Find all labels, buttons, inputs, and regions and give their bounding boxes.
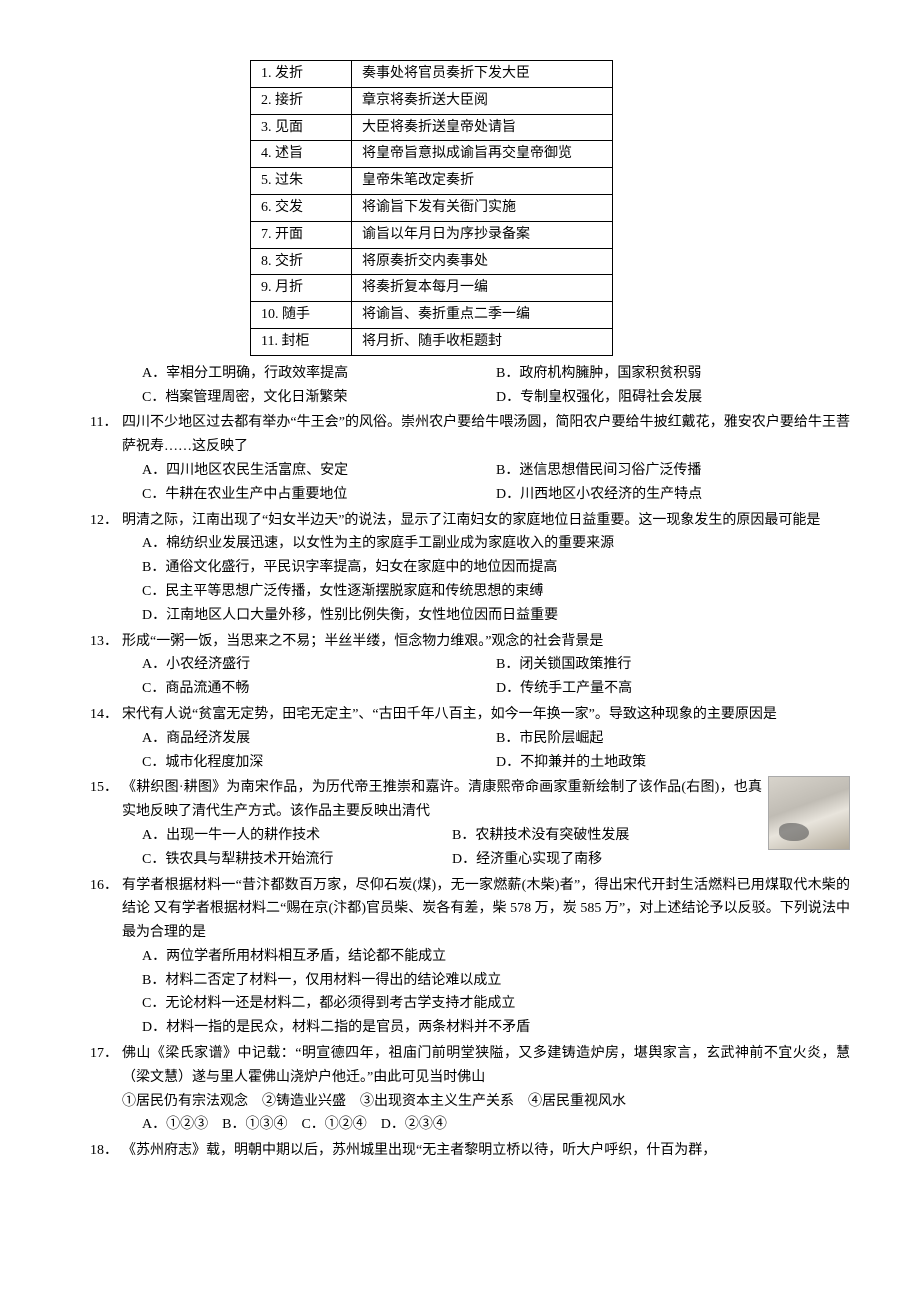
q16-opt-c: C．无论材料一还是材料二，都必须得到考古学支持才能成立 [142, 992, 850, 1016]
q17-stem: 佛山《梁氏家谱》中记载：“明宣德四年，祖庙门前明堂狭隘，又多建铸造炉房，堪舆家言… [122, 1046, 850, 1085]
question-13: 13． 形成“一粥一饭，当思来之不易；半丝半缕，恒念物力维艰。”观念的社会背景是… [90, 630, 850, 701]
question-14: 14． 宋代有人说“贫富无定势，田宅无定主”、“古田千年八百主，如今一年换一家”… [90, 703, 850, 774]
table-cell-desc: 将月折、随手收柜题封 [352, 328, 613, 355]
q12-opt-d: D．江南地区人口大量外移，性别比例失衡，女性地位因而日益重要 [142, 604, 850, 628]
table-cell-step: 9. 月折 [251, 275, 352, 302]
q17-options: A．①②③ B．①③④ C．①②④ D．②③④ [90, 1113, 850, 1137]
q15-opt-b: B．农耕技术没有突破性发展 [452, 824, 762, 848]
q16-opt-d: D．材料一指的是民众，材料二指的是官员，两条材料并不矛盾 [142, 1016, 850, 1040]
q16-number: 16． [90, 874, 122, 945]
q17-number: 17． [90, 1042, 122, 1113]
q10-opt-c: C．档案管理周密，文化日渐繁荣 [142, 386, 496, 410]
q16-opt-a: A．两位学者所用材料相互矛盾，结论都不能成立 [142, 945, 850, 969]
table-cell-step: 1. 发折 [251, 61, 352, 88]
q13-opt-d: D．传统手工产量不高 [496, 677, 850, 701]
procedures-table: 1. 发折奏事处将官员奏折下发大臣2. 接折章京将奏折送大臣阅3. 见面大臣将奏… [250, 60, 613, 356]
table-cell-desc: 大臣将奏折送皇帝处请旨 [352, 114, 613, 141]
question-12: 12． 明清之际，江南出现了“妇女半边天”的说法，显示了江南妇女的家庭地位日益重… [90, 509, 850, 628]
table-row: 11. 封柜将月折、随手收柜题封 [251, 328, 613, 355]
q14-opt-a: A．商品经济发展 [142, 727, 496, 751]
q15-stem: 《耕织图·耕图》为南宋作品，为历代帝王推崇和嘉许。清康熙帝命画家重新绘制了该作品… [122, 776, 762, 824]
table-row: 6. 交发将谕旨下发有关衙门实施 [251, 194, 613, 221]
q15-opt-c: C．铁农具与犁耕技术开始流行 [142, 848, 452, 872]
table-cell-desc: 将谕旨下发有关衙门实施 [352, 194, 613, 221]
q10-opt-a: A．宰相分工明确，行政效率提高 [142, 362, 496, 386]
q12-opt-a: A．棉纺织业发展迅速，以女性为主的家庭手工副业成为家庭收入的重要来源 [142, 532, 850, 556]
q13-opt-b: B．闭关锁国政策推行 [496, 653, 850, 677]
q14-number: 14． [90, 703, 122, 727]
q18-stem: 《苏州府志》载，明朝中期以后，苏州城里出现“无主者黎明立桥以待，听大户呼织，什百… [122, 1139, 850, 1163]
question-18: 18． 《苏州府志》载，明朝中期以后，苏州城里出现“无主者黎明立桥以待，听大户呼… [90, 1139, 850, 1163]
q11-number: 11． [90, 411, 122, 459]
q13-number: 13． [90, 630, 122, 654]
q16-opt-b: B．材料二否定了材料一，仅用材料一得出的结论难以成立 [142, 969, 850, 993]
q14-opt-c: C．城市化程度加深 [142, 751, 496, 775]
q14-stem: 宋代有人说“贫富无定势，田宅无定主”、“古田千年八百主，如今一年换一家”。导致这… [122, 703, 850, 727]
table-cell-desc: 皇帝朱笔改定奏折 [352, 168, 613, 195]
table-cell-desc: 将奏折复本每月一编 [352, 275, 613, 302]
q10-opt-b: B．政府机构臃肿，国家积贫积弱 [496, 362, 850, 386]
question-15: 15． 《耕织图·耕图》为南宋作品，为历代帝王推崇和嘉许。清康熙帝命画家重新绘制… [90, 776, 850, 871]
q11-opt-b: B．迷信思想借民间习俗广泛传播 [496, 459, 850, 483]
table-cell-desc: 章京将奏折送大臣阅 [352, 87, 613, 114]
table-cell-step: 6. 交发 [251, 194, 352, 221]
q13-opt-a: A．小农经济盛行 [142, 653, 496, 677]
table-cell-step: 10. 随手 [251, 302, 352, 329]
table-row: 10. 随手将谕旨、奏折重点二季一编 [251, 302, 613, 329]
table-row: 7. 开面谕旨以年月日为序抄录备案 [251, 221, 613, 248]
q11-opt-a: A．四川地区农民生活富庶、安定 [142, 459, 496, 483]
q14-opt-d: D．不抑兼并的土地政策 [496, 751, 850, 775]
question-16: 16． 有学者根据材料一“昔汴都数百万家，尽仰石炭(煤)，无一家燃薪(木柴)者”… [90, 874, 850, 1041]
q15-opt-a: A．出现一牛一人的耕作技术 [142, 824, 452, 848]
table-cell-step: 11. 封柜 [251, 328, 352, 355]
q17-circles: ①居民仍有宗法观念 ②铸造业兴盛 ③出现资本主义生产关系 ④居民重视风水 [122, 1094, 626, 1109]
table-cell-step: 2. 接折 [251, 87, 352, 114]
table-row: 5. 过朱皇帝朱笔改定奏折 [251, 168, 613, 195]
table-row: 2. 接折章京将奏折送大臣阅 [251, 87, 613, 114]
table-row: 8. 交折将原奏折交内奏事处 [251, 248, 613, 275]
table-row: 9. 月折将奏折复本每月一编 [251, 275, 613, 302]
q14-opt-b: B．市民阶层崛起 [496, 727, 850, 751]
q16-stem: 有学者根据材料一“昔汴都数百万家，尽仰石炭(煤)，无一家燃薪(木柴)者”，得出宋… [122, 874, 850, 945]
q15-number: 15． [90, 776, 122, 824]
table-cell-step: 8. 交折 [251, 248, 352, 275]
plowing-image [768, 776, 850, 850]
table-row: 3. 见面大臣将奏折送皇帝处请旨 [251, 114, 613, 141]
q18-number: 18． [90, 1139, 122, 1163]
table-cell-step: 4. 述旨 [251, 141, 352, 168]
question-17: 17． 佛山《梁氏家谱》中记载：“明宣德四年，祖庙门前明堂狭隘，又多建铸造炉房，… [90, 1042, 850, 1137]
q11-stem: 四川不少地区过去都有举办“牛王会”的风俗。崇州农户要给牛喂汤圆，简阳农户要给牛披… [122, 411, 850, 459]
table-cell-desc: 将皇帝旨意拟成谕旨再交皇帝御览 [352, 141, 613, 168]
table-row: 4. 述旨将皇帝旨意拟成谕旨再交皇帝御览 [251, 141, 613, 168]
q12-number: 12． [90, 509, 122, 533]
table-cell-desc: 奏事处将官员奏折下发大臣 [352, 61, 613, 88]
q13-opt-c: C．商品流通不畅 [142, 677, 496, 701]
table-cell-desc: 将谕旨、奏折重点二季一编 [352, 302, 613, 329]
q15-opt-d: D．经济重心实现了南移 [452, 848, 762, 872]
table-cell-step: 5. 过朱 [251, 168, 352, 195]
q10-opt-d: D．专制皇权强化，阻碍社会发展 [496, 386, 850, 410]
table-row: 1. 发折奏事处将官员奏折下发大臣 [251, 61, 613, 88]
table-cell-step: 3. 见面 [251, 114, 352, 141]
q11-opt-c: C．牛耕在农业生产中占重要地位 [142, 483, 496, 507]
q12-stem: 明清之际，江南出现了“妇女半边天”的说法，显示了江南妇女的家庭地位日益重要。这一… [122, 509, 850, 533]
q12-opt-b: B．通俗文化盛行，平民识字率提高，妇女在家庭中的地位因而提高 [142, 556, 850, 580]
q11-opt-d: D．川西地区小农经济的生产特点 [496, 483, 850, 507]
table-cell-desc: 谕旨以年月日为序抄录备案 [352, 221, 613, 248]
question-11: 11． 四川不少地区过去都有举办“牛王会”的风俗。崇州农户要给牛喂汤圆，简阳农户… [90, 411, 850, 506]
table-cell-desc: 将原奏折交内奏事处 [352, 248, 613, 275]
q10-options: A．宰相分工明确，行政效率提高 B．政府机构臃肿，国家积贫积弱 C．档案管理周密… [90, 362, 850, 410]
table-cell-step: 7. 开面 [251, 221, 352, 248]
q13-stem: 形成“一粥一饭，当思来之不易；半丝半缕，恒念物力维艰。”观念的社会背景是 [122, 630, 850, 654]
q12-opt-c: C．民主平等思想广泛传播，女性逐渐摆脱家庭和传统思想的束缚 [142, 580, 850, 604]
